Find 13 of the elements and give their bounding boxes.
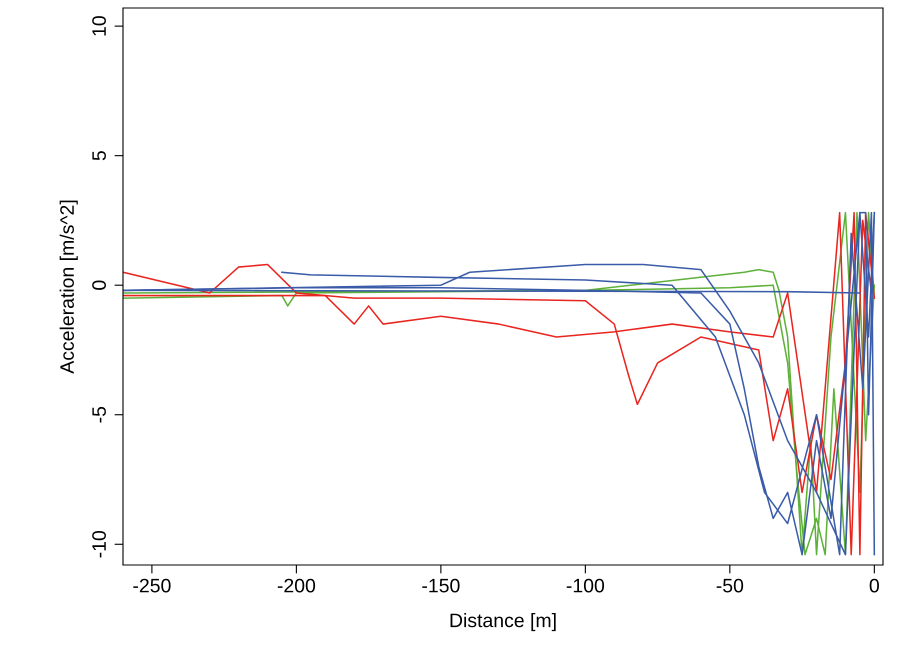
x-tick-label: 0 — [870, 578, 879, 592]
x-tick-label: -100 — [566, 578, 604, 592]
x-tick-label: -50 — [716, 578, 744, 592]
x-tick-label: -200 — [278, 578, 316, 592]
x-tick-label: -150 — [422, 578, 460, 592]
y-tick-label: -5 — [92, 406, 106, 423]
x-axis-title: Distance [m] — [450, 612, 556, 632]
y-axis-title: Acceleration [m/s^2] — [60, 200, 78, 374]
y-tick-label: -10 — [92, 530, 106, 558]
y-tick-label: 0 — [92, 280, 106, 290]
y-tick-label: 5 — [92, 151, 106, 160]
x-tick-label: -250 — [133, 578, 171, 592]
y-tick-label: 10 — [92, 16, 106, 36]
